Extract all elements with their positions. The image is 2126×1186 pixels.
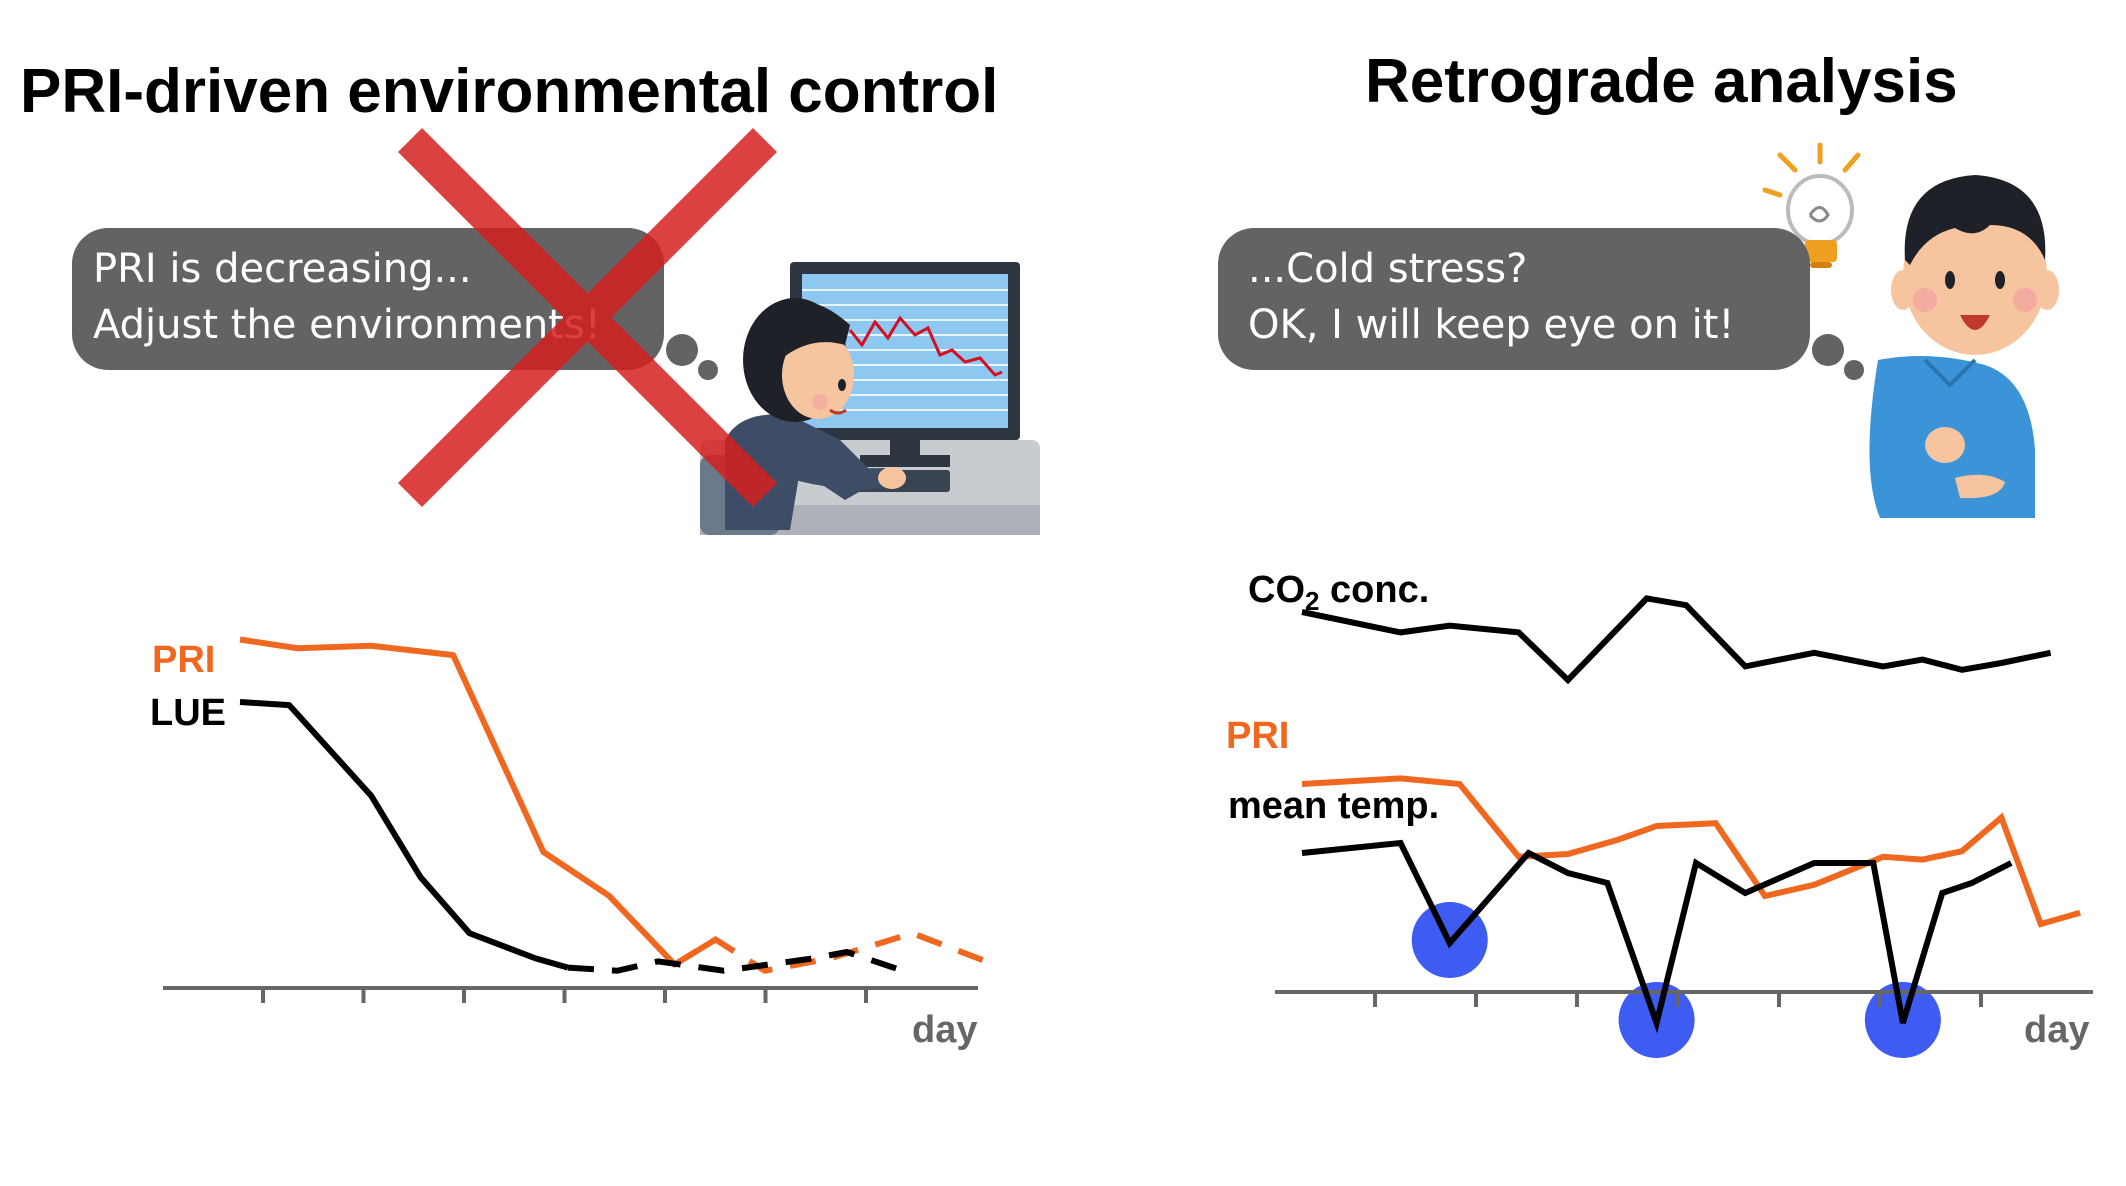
right-bubble-line-1: ...Cold stress? — [1248, 246, 1527, 292]
right-co2-line — [1301, 595, 2052, 685]
computer-user-illustration — [700, 262, 1040, 535]
right-series-label-pri: PRI — [1226, 715, 1289, 757]
left-x-ticks — [261, 988, 868, 1003]
left-lue-line-solid — [239, 699, 569, 971]
left-series-lines — [239, 636, 996, 977]
co2-label-subscript: 2 — [1305, 586, 1319, 616]
right-speech-bubble: ...Cold stress? OK, I will keep eye on i… — [1218, 228, 1864, 380]
light-bulb-icon — [1762, 142, 1861, 268]
left-bubble-line-1: PRI is decreasing... — [93, 246, 472, 292]
left-chart: day PRI LUE — [150, 636, 996, 1051]
right-x-axis-label: day — [2024, 1009, 2089, 1051]
left-x-axis-label: day — [912, 1009, 977, 1051]
left-bubble-line-2: Adjust the environments! — [93, 302, 601, 348]
right-series-label-co2: CO2 conc. — [1248, 569, 1429, 616]
right-bubble-line-2: OK, I will keep eye on it! — [1248, 302, 1734, 348]
thought-dot-small — [1844, 360, 1864, 380]
left-panel: PRI-driven environmental control — [20, 57, 1040, 1051]
cold-dip-markers — [1411, 902, 1941, 1058]
right-panel-title: Retrograde analysis — [1365, 47, 1958, 116]
right-pri-line — [1301, 775, 2081, 928]
thought-dot-large — [1812, 334, 1844, 366]
thought-dot-small — [698, 360, 718, 380]
right-chart: day CO2 conc. PRI mean temp. — [1226, 569, 2093, 1058]
right-series-lines — [1301, 595, 2081, 1034]
left-pri-line-dashed — [673, 930, 996, 974]
right-series-label-mean-temp: mean temp. — [1228, 785, 1439, 827]
left-panel-title: PRI-driven environmental control — [20, 57, 998, 126]
co2-label-suffix: conc. — [1319, 569, 1429, 611]
co2-label-main: CO — [1248, 569, 1305, 611]
thought-dot-large — [666, 334, 698, 366]
right-panel: Retrograde analysis — [1218, 47, 2093, 1058]
rejection-cross-icon — [397, 127, 778, 508]
left-series-label-pri: PRI — [152, 639, 215, 681]
thinking-person-illustration — [1762, 142, 2059, 518]
right-x-ticks — [1373, 992, 1983, 1007]
left-series-label-lue: LUE — [150, 692, 226, 734]
left-lue-line-dashed — [567, 948, 914, 977]
right-mean-temp-line — [1301, 839, 2013, 1034]
left-pri-line-solid — [239, 636, 718, 968]
